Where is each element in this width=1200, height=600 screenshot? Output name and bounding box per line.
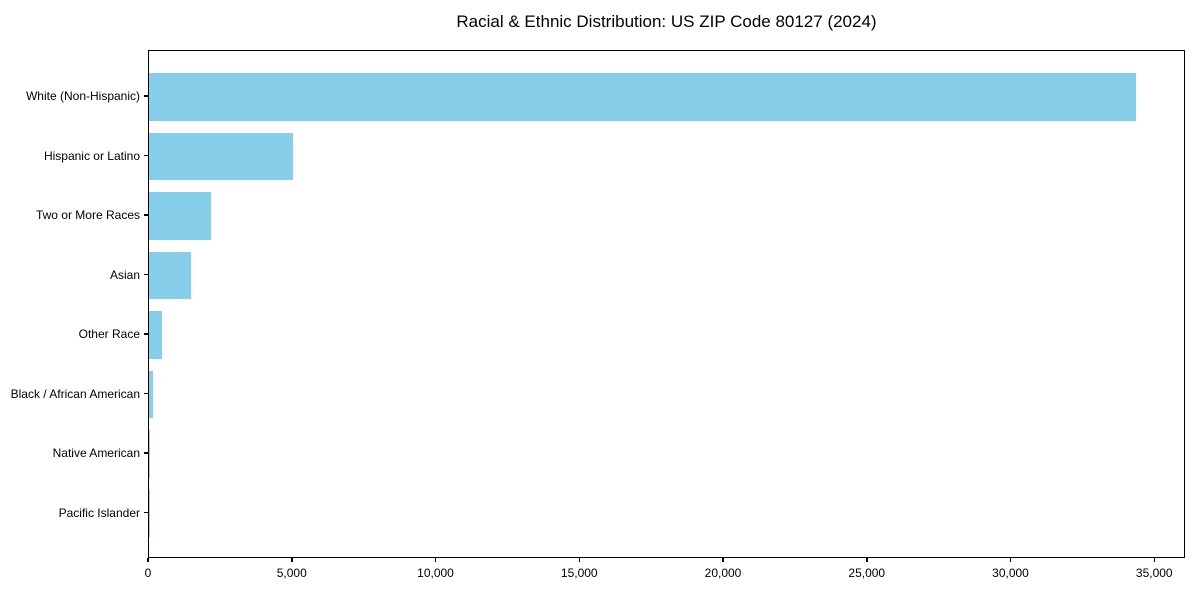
bar-native-american xyxy=(149,430,151,478)
ytick-label-pacific-islander: Pacific Islander xyxy=(58,505,140,520)
ytick-label-hispanic-or-latino: Hispanic or Latino xyxy=(43,148,140,163)
ytick-label-two-or-more-races: Two or More Races xyxy=(35,208,140,222)
xtick-mark-25000 xyxy=(866,558,868,562)
xtick-label-35000: 35,000 xyxy=(1135,566,1173,580)
xtick-mark-5000 xyxy=(291,558,293,562)
xtick-label-15000: 15,000 xyxy=(560,566,598,580)
bar-other-race xyxy=(149,311,162,359)
bar-hispanic-or-latino xyxy=(149,132,294,181)
xtick-label-25000: 25,000 xyxy=(848,566,886,580)
xtick-mark-10000 xyxy=(434,558,437,562)
ytick-label-native-american: Native American xyxy=(52,446,140,460)
ytick-mark-hispanic-or-latino xyxy=(144,154,148,157)
ytick-mark-asian xyxy=(144,273,148,276)
ytick-mark-two-or-more-races xyxy=(144,214,148,216)
xtick-mark-20000 xyxy=(722,558,724,562)
xtick-label-30000: 30,000 xyxy=(992,566,1029,580)
bar-white-non-hispanic xyxy=(149,73,1136,121)
ytick-label-other-race: Other Race xyxy=(78,327,140,341)
ytick-mark-pacific-islander xyxy=(144,511,148,514)
bar-two-or-more-races xyxy=(149,192,212,240)
ytick-mark-other-race xyxy=(144,333,148,335)
xtick-label-5000: 5,000 xyxy=(276,566,307,580)
xtick-mark-15000 xyxy=(578,558,580,562)
ytick-mark-native-american xyxy=(144,452,148,454)
xtick-label-10000: 10,000 xyxy=(417,566,454,580)
chart-title: Racial & Ethnic Distribution: US ZIP Cod… xyxy=(456,12,877,31)
xtick-label-20000: 20,000 xyxy=(704,566,742,580)
bar-asian xyxy=(149,251,191,300)
ytick-mark-black-african-american xyxy=(144,392,148,395)
xtick-label-0: 0 xyxy=(144,566,152,580)
bar-black-african-american xyxy=(149,370,154,419)
xtick-mark-30000 xyxy=(1009,558,1012,562)
plot-area xyxy=(148,50,1185,558)
ytick-label-white-non-hispanic: White (Non-Hispanic) xyxy=(25,89,140,103)
ytick-mark-white-non-hispanic xyxy=(144,95,148,97)
ytick-label-asian: Asian xyxy=(109,267,140,282)
xtick-mark-35000 xyxy=(1153,558,1155,562)
xtick-mark-0 xyxy=(147,558,149,562)
ytick-label-black-african-american: Black / African American xyxy=(10,386,140,401)
